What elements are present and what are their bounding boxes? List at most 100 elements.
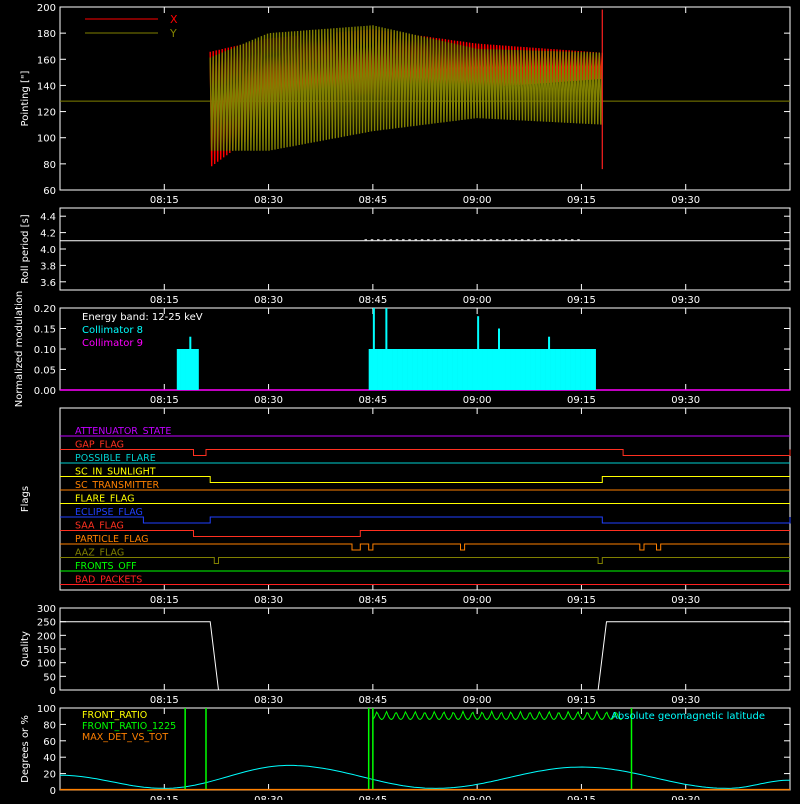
modulation-bar — [472, 349, 475, 390]
modulation-bar — [588, 349, 591, 390]
modulation-bar — [183, 349, 186, 390]
modulation-bar — [542, 349, 545, 390]
modulation-bar — [382, 349, 385, 390]
plot-frame — [59, 6, 791, 191]
modulation-bar — [487, 349, 490, 390]
modulation-bar — [513, 349, 516, 390]
x-tick-label: 08:45 — [358, 395, 387, 406]
modulation-bar — [417, 349, 420, 390]
modulation-bar — [418, 349, 421, 390]
flag-line — [60, 530, 790, 537]
modulation-bar — [585, 349, 588, 390]
y-tick-label: 100 — [37, 134, 56, 145]
y-tick-label: 4.2 — [40, 229, 56, 240]
modulation-bar — [191, 349, 194, 390]
series-y-line — [209, 25, 603, 151]
y-tick-label: 80 — [43, 720, 56, 731]
modulation-bar — [435, 349, 438, 390]
front-ratio-noise — [372, 709, 623, 721]
modulation-bar — [563, 349, 566, 390]
flag-label: SC_TRANSMITTER — [75, 480, 160, 491]
modulation-bar — [587, 349, 590, 390]
y-tick-label: 4.0 — [40, 245, 56, 256]
modulation-bar — [186, 349, 189, 390]
modulation-bar — [553, 349, 556, 390]
modulation-bar — [520, 349, 523, 390]
y-tick-label: 20 — [43, 770, 56, 781]
modulation-bar — [582, 349, 585, 390]
modulation-bar — [478, 349, 481, 390]
modulation-bar — [378, 349, 381, 390]
modulation-bar — [475, 349, 478, 390]
modulation-bar — [480, 349, 483, 390]
modulation-bar — [392, 349, 395, 390]
x-tick-label: 09:15 — [567, 195, 596, 206]
modulation-bar — [488, 349, 491, 390]
x-tick-label: 09:00 — [463, 395, 492, 406]
x-tick-label: 08:30 — [254, 595, 283, 606]
modulation-bar — [518, 349, 521, 390]
modulation-bar — [538, 349, 541, 390]
x-tick-label: 08:15 — [150, 195, 179, 206]
modulation-bar — [410, 349, 413, 390]
modulation-bar — [193, 349, 196, 390]
y-axis-label: Degrees or % — [20, 715, 31, 783]
y-tick-label: 200 — [37, 631, 56, 642]
y-tick-label: 100 — [37, 704, 56, 715]
modulation-spike — [498, 328, 500, 390]
y-tick-label: 200 — [37, 3, 56, 14]
modulation-bar — [592, 349, 595, 390]
y-tick-label: 0.20 — [34, 304, 56, 315]
modulation-bar — [448, 349, 451, 390]
modulation-bar — [523, 349, 526, 390]
modulation-bar — [493, 349, 496, 390]
modulation-bar — [485, 349, 488, 390]
modulation-bar — [402, 349, 405, 390]
modulation-bar — [565, 349, 568, 390]
modulation-bar — [452, 349, 455, 390]
modulation-bar — [535, 349, 538, 390]
modulation-bar — [560, 349, 563, 390]
annotation-label: Absolute geomagnetic latitude — [611, 711, 765, 722]
x-tick-label: 09:15 — [567, 595, 596, 606]
y-axis-label: Normalized modulation — [14, 291, 25, 408]
y-axis-label: Quality — [20, 631, 31, 667]
legend-entry: MAX_DET_VS_TOT — [82, 732, 168, 743]
flag-label: FRONTS_OFF — [75, 561, 137, 572]
modulation-bar — [522, 349, 525, 390]
modulation-bar — [387, 349, 390, 390]
flag-line — [60, 557, 790, 564]
modulation-bar — [570, 349, 573, 390]
modulation-bar — [482, 349, 485, 390]
y-tick-label: 160 — [37, 55, 56, 66]
modulation-bar — [368, 349, 371, 390]
quality-line — [60, 621, 790, 691]
modulation-bar — [492, 349, 495, 390]
y-axis-label: Flags — [20, 486, 31, 512]
x-tick-label: 08:15 — [150, 595, 179, 606]
y-tick-label: 3.6 — [40, 278, 56, 289]
modulation-bar — [508, 349, 511, 390]
modulation-bar — [543, 349, 546, 390]
modulation-bar — [517, 349, 520, 390]
modulation-bar — [467, 349, 470, 390]
x-tick-label: 09:15 — [567, 695, 596, 706]
modulation-bar — [573, 349, 576, 390]
legend-entry: Collimator 9 — [82, 338, 143, 349]
modulation-bar — [532, 349, 535, 390]
modulation-bar — [572, 349, 575, 390]
modulation-bar — [490, 349, 493, 390]
x-tick-label: 08:15 — [150, 695, 179, 706]
modulation-spike — [548, 336, 551, 390]
modulation-bar — [196, 349, 199, 390]
modulation-bar — [457, 349, 460, 390]
panel-modulation: 08:15 08:30 08:45 09:00 09:15 09:30 0.00 0.05 0.… — [14, 291, 791, 408]
modulation-bar — [176, 349, 179, 390]
modulation-bar — [377, 349, 380, 390]
y-tick-label: 80 — [43, 160, 56, 171]
modulation-bar — [505, 349, 508, 390]
modulation-bar — [397, 349, 400, 390]
geomagnetic-latitude-line — [59, 764, 790, 789]
x-tick-label: 08:45 — [358, 295, 387, 306]
x-tick-label: 09:00 — [463, 695, 492, 706]
